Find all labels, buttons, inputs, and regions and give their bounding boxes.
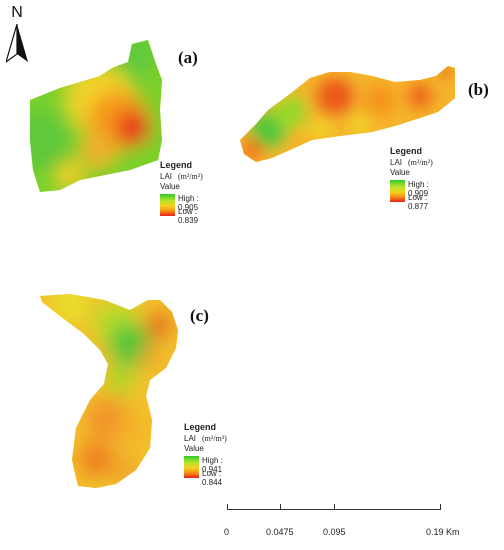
- legend-title: Legend: [184, 422, 217, 432]
- north-letter: N: [11, 4, 23, 21]
- legend-low: Low : 0.839: [178, 207, 199, 225]
- legend-low: Low : 0.844: [202, 469, 223, 487]
- scale-bar: 0 0.0475 0.095 0.19 Km: [222, 500, 472, 546]
- color-ramp: [390, 180, 405, 202]
- legend-high: High : 0.909: [408, 180, 429, 198]
- scale-label-0: 0: [224, 527, 230, 537]
- color-ramp: [160, 194, 175, 216]
- scale-tick: [440, 504, 441, 510]
- legend-b: Legend LAI (m²/m²) Value High : 0.909 Low…: [390, 146, 433, 211]
- scale-label-1: 0.0475: [266, 527, 294, 537]
- legend-ramp-row: High : 0.941 Low : 0.844: [184, 456, 227, 487]
- legend-value-label: Value: [160, 182, 180, 191]
- map-c: [40, 294, 178, 488]
- legend-high: High : 0.941: [202, 456, 223, 474]
- legend-unit: (m²/m²): [202, 434, 227, 443]
- legend-unit: (m²/m²): [178, 172, 203, 181]
- map-b: [240, 66, 455, 162]
- panel-label-b: (b): [468, 80, 489, 99]
- legend-a: Legend LAI (m²/m²) Value High : 0.905 Low…: [160, 160, 203, 225]
- legend-value-label: Value: [184, 444, 204, 453]
- legend-title: Legend: [390, 146, 423, 156]
- legend-variable: LAI (m²/m²): [184, 434, 227, 443]
- scale-tick: [334, 504, 335, 510]
- legend-high: High : 0.905: [178, 194, 199, 212]
- panel-label-c: (c): [190, 306, 209, 325]
- map-a: [30, 40, 162, 192]
- scale-tick: [280, 504, 281, 510]
- legend-ramp-row: High : 0.909 Low : 0.877: [390, 180, 433, 211]
- scale-label-2: 0.095: [323, 527, 346, 537]
- legend-title: Legend: [160, 160, 193, 170]
- scale-tick: [227, 504, 228, 510]
- legend-variable: LAI (m²/m²): [160, 172, 203, 181]
- panel-label-a: (a): [178, 48, 198, 67]
- legend-c: Legend LAI (m²/m²) Value High : 0.941 Low…: [184, 422, 227, 487]
- color-ramp: [184, 456, 199, 478]
- scale-label-3: 0.19 Km: [426, 527, 460, 537]
- north-arrow: N: [6, 4, 34, 64]
- legend-variable: LAI (m²/m²): [390, 158, 433, 167]
- legend-low: Low : 0.877: [408, 193, 429, 211]
- legend-unit: (m²/m²): [408, 158, 433, 167]
- legend-value-label: Value: [390, 168, 410, 177]
- north-arrow-icon: [6, 24, 28, 63]
- legend-ramp-row: High : 0.905 Low : 0.839: [160, 194, 203, 225]
